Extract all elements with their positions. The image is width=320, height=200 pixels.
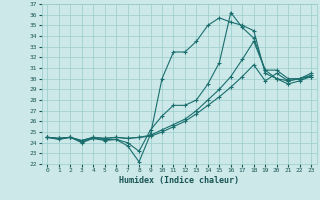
X-axis label: Humidex (Indice chaleur): Humidex (Indice chaleur): [119, 176, 239, 185]
